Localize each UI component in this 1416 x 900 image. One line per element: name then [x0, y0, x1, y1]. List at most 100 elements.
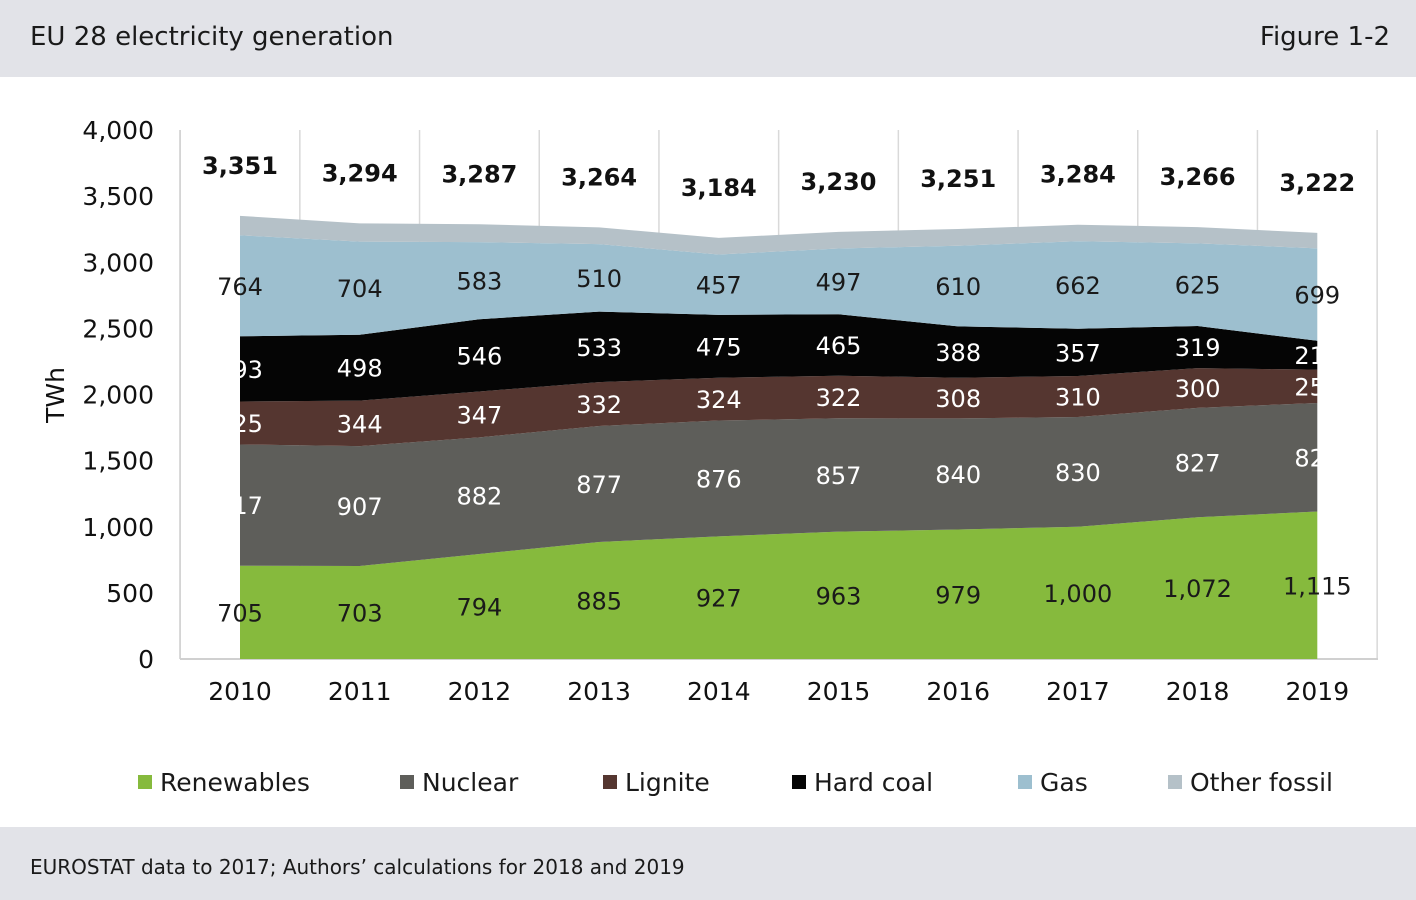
data-label: 882	[456, 483, 502, 511]
legend-label: Gas	[1040, 767, 1088, 797]
total-label: 3,264	[561, 163, 637, 191]
area-hard-coal	[240, 311, 1318, 402]
figure-header: EU 28 electricity generation Figure 1-2	[0, 0, 1416, 74]
data-label: 827	[1175, 450, 1221, 478]
legend-item: Renewables	[138, 764, 310, 800]
data-label: 876	[696, 465, 742, 493]
data-label: 927	[696, 585, 742, 613]
figure-footer: EUROSTAT data to 2017; Authors’ calculat…	[0, 830, 1416, 900]
x-tick-label: 2010	[208, 677, 272, 706]
legend-label: Nuclear	[422, 767, 519, 797]
data-label: 662	[1055, 272, 1101, 300]
legend-swatch	[1018, 775, 1032, 789]
source-note: EUROSTAT data to 2017; Authors’ calculat…	[30, 855, 685, 879]
legend-swatch	[792, 775, 806, 789]
total-label: 3,222	[1279, 169, 1355, 197]
data-label: 498	[337, 355, 383, 383]
y-axis-title: TWh	[41, 367, 70, 424]
x-tick-label: 2019	[1285, 677, 1349, 706]
y-tick-label: 500	[106, 579, 154, 608]
data-label: 344	[337, 410, 383, 438]
x-tick-label: 2014	[687, 677, 751, 706]
total-label: 3,294	[322, 159, 398, 187]
x-tick-label: 2013	[567, 677, 631, 706]
data-label: 347	[456, 401, 502, 429]
legend-item: Hard coal	[792, 764, 933, 800]
legend-item: Other fossil	[1168, 764, 1333, 800]
area-gas	[240, 235, 1318, 341]
total-label: 3,266	[1160, 163, 1236, 191]
area-nuclear	[240, 402, 1318, 567]
data-label: 497	[816, 268, 862, 296]
y-tick-label: 3,500	[82, 182, 154, 211]
data-label: 252	[1294, 373, 1340, 401]
legend-item: Lignite	[603, 764, 710, 800]
data-label: 325	[217, 410, 263, 438]
legend-item: Nuclear	[400, 764, 518, 800]
data-label: 322	[816, 384, 862, 412]
data-label: 917	[217, 492, 263, 520]
data-label: 308	[935, 385, 981, 413]
data-label: 457	[696, 272, 742, 300]
legend-swatch	[400, 775, 414, 789]
data-label: 324	[696, 386, 742, 414]
data-label: 877	[576, 471, 622, 499]
y-tick-label: 1,000	[82, 513, 154, 542]
x-tick-label: 2017	[1046, 677, 1110, 706]
data-label: 699	[1294, 282, 1340, 310]
total-label: 3,230	[801, 168, 877, 196]
data-label: 546	[456, 342, 502, 370]
legend-label: Other fossil	[1190, 767, 1333, 797]
data-label: 533	[576, 334, 622, 362]
legend-label: Hard coal	[814, 767, 934, 797]
figure-number: Figure 1-2	[1259, 22, 1390, 52]
y-tick-label: 2,000	[82, 381, 154, 410]
chart-legend: Renewables Nuclear Lignite Hard coal Gas Othe…	[130, 764, 1370, 800]
data-label: 1,115	[1283, 572, 1352, 600]
data-label: 704	[337, 275, 383, 303]
data-label: 583	[456, 268, 502, 296]
data-label: 830	[1055, 459, 1101, 487]
figure-title: EU 28 electricity generation	[30, 22, 394, 52]
data-label: 357	[1055, 339, 1101, 367]
x-tick-label: 2015	[807, 677, 871, 706]
data-label: 510	[576, 265, 622, 293]
y-tick-label: 3,000	[82, 248, 154, 277]
area-lignite	[240, 368, 1318, 447]
legend-label: Lignite	[625, 767, 710, 797]
area-other-fossil	[240, 215, 1318, 255]
legend-label: Renewables	[160, 767, 310, 797]
x-tick-label: 2011	[328, 677, 392, 706]
legend-swatch	[138, 775, 152, 789]
data-label: 703	[337, 600, 383, 628]
data-label: 907	[337, 493, 383, 521]
area-renewables	[240, 511, 1318, 659]
legend-swatch	[1168, 775, 1182, 789]
data-label: 319	[1175, 334, 1221, 362]
data-label: 475	[696, 333, 742, 361]
x-tick-label: 2012	[448, 677, 512, 706]
data-label: 794	[456, 593, 502, 621]
total-label: 3,184	[681, 174, 757, 202]
total-label: 3,251	[920, 165, 996, 193]
legend-item: Gas	[1018, 764, 1088, 800]
data-label: 388	[935, 339, 981, 367]
x-tick-label: 2016	[926, 677, 990, 706]
data-label: 310	[1055, 383, 1101, 411]
data-label: 1,000	[1044, 580, 1113, 608]
data-label: 764	[217, 273, 263, 301]
data-label: 610	[935, 273, 981, 301]
y-tick-label: 4,000	[82, 116, 154, 145]
data-label: 218	[1294, 342, 1340, 370]
y-tick-label: 2,500	[82, 314, 154, 343]
data-label: 885	[576, 587, 622, 615]
y-tick-label: 0	[138, 645, 154, 674]
x-tick-label: 2018	[1166, 677, 1230, 706]
data-label: 625	[1175, 272, 1221, 300]
data-label: 840	[935, 461, 981, 489]
data-label: 963	[816, 582, 862, 610]
data-label: 1,072	[1163, 575, 1232, 603]
total-label: 3,287	[441, 160, 517, 188]
data-label: 300	[1175, 375, 1221, 403]
